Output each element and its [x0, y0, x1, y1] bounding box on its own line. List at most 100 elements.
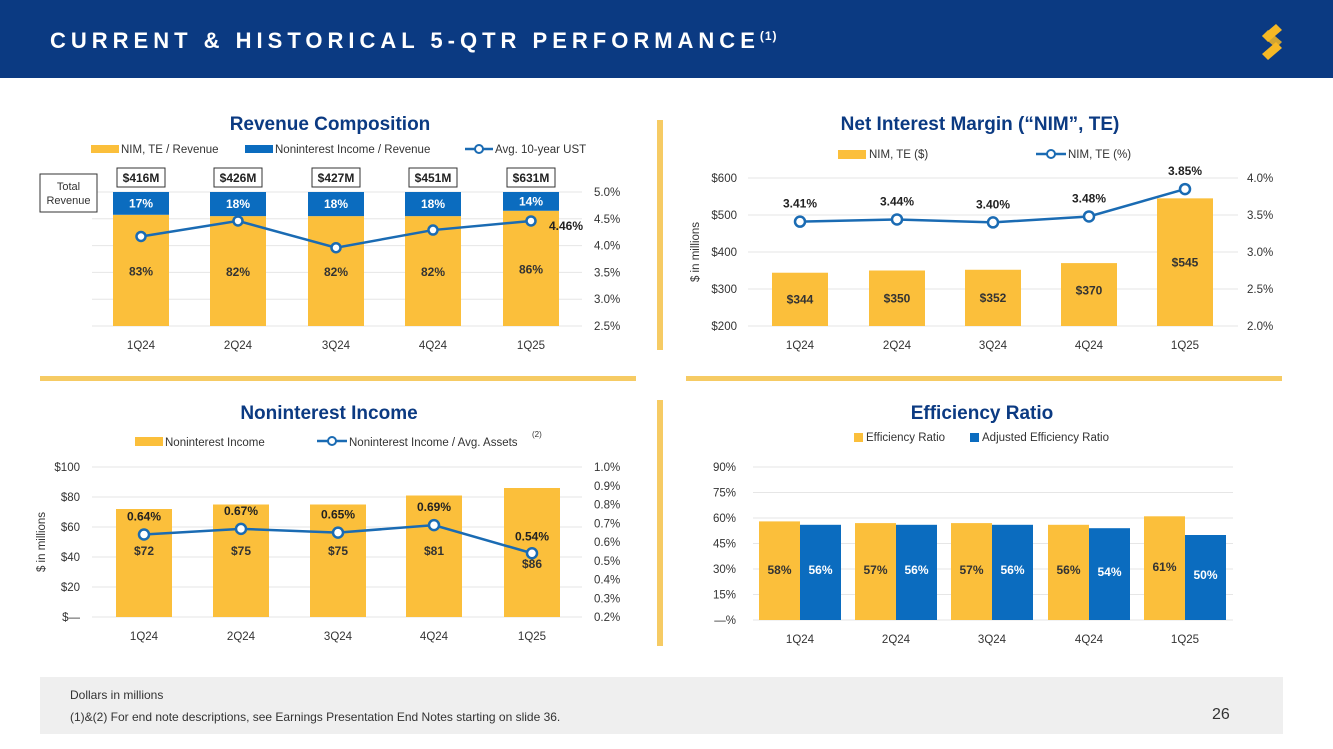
point-nim-pct — [986, 216, 1000, 229]
x-tick-label: 2Q24 — [227, 631, 256, 643]
y2-tick-label: 5.0% — [594, 187, 620, 199]
total-revenue-value: $451M — [415, 171, 452, 185]
total-revenue-label: Revenue — [46, 195, 90, 207]
y2-tick-label: 0.7% — [594, 518, 620, 530]
total-revenue-label: Total — [57, 181, 80, 193]
legend-swatch-0 — [838, 150, 866, 159]
y-tick-label: $400 — [711, 247, 737, 259]
y2-tick-label: 0.8% — [594, 500, 620, 512]
bar-adjusted-efficiency-ratio — [992, 524, 1033, 620]
data-label-nim-pct: 3.41% — [783, 197, 817, 211]
y-tick-label: $20 — [61, 582, 80, 594]
y-tick-label: —% — [714, 615, 736, 627]
y-tick-label: $600 — [711, 173, 737, 185]
x-tick-label: 1Q24 — [786, 634, 815, 646]
data-label-nim-pct: 3.85% — [1168, 164, 1202, 178]
bar-noninterest-share — [405, 192, 461, 217]
data-label-adjusted-efficiency-ratio: 56% — [1000, 563, 1024, 577]
x-tick-label: 3Q24 — [322, 340, 351, 352]
data-label-noninterest-share: 18% — [324, 197, 348, 211]
y-tick-label: $— — [62, 612, 80, 624]
data-label-noninterest-ratio: 0.54% — [515, 529, 549, 543]
bar-noninterest-income — [116, 509, 172, 617]
point-nim-pct — [1178, 182, 1192, 196]
data-label-noninterest-share: 18% — [226, 197, 250, 211]
x-tick-label: 1Q24 — [786, 340, 815, 352]
y2-tick-label: 2.5% — [1247, 284, 1273, 296]
legend-marker-2 — [474, 144, 484, 154]
y-tick-label: $80 — [61, 492, 80, 504]
total-revenue-badge — [408, 167, 458, 188]
total-revenue-badge — [116, 167, 166, 188]
total-revenue-badge — [311, 167, 361, 188]
bar-efficiency-ratio — [855, 523, 896, 620]
y-tick-label: $100 — [54, 462, 80, 474]
data-label-nim-dollars: $352 — [980, 291, 1007, 305]
data-label-noninterest-income: $86 — [522, 557, 542, 571]
y2-tick-label: 0.5% — [594, 556, 620, 568]
point-noninterest-ratio — [137, 528, 151, 541]
y-tick-label: 75% — [713, 488, 736, 500]
y-axis-label: $ in millions — [36, 512, 48, 572]
data-label-efficiency-ratio: 61% — [1152, 560, 1176, 574]
legend-label-0: Noninterest Income — [165, 437, 265, 449]
divider-horizontal-left — [40, 376, 636, 381]
data-label-adjusted-efficiency-ratio: 56% — [904, 563, 928, 577]
y2-tick-label: 0.2% — [594, 612, 620, 624]
y2-tick-label: 2.5% — [594, 321, 620, 333]
y2-tick-label: 0.6% — [594, 537, 620, 549]
y2-tick-label: 0.4% — [594, 575, 620, 587]
total-revenue-badge — [213, 167, 263, 188]
y-tick-label: $300 — [711, 284, 737, 296]
bar-nim-share — [308, 216, 364, 326]
bar-efficiency-ratio — [759, 521, 800, 620]
total-revenue-value: $427M — [318, 171, 355, 185]
efficiency-ratio-chart: Efficiency Ratio Efficiency Ratio Adjusted… — [713, 403, 1233, 646]
footer-notes: Dollars in millions (1)&(2) For end note… — [40, 677, 1283, 734]
page-title-text: CURRENT & HISTORICAL 5-QTR PERFORMANCE — [50, 28, 760, 53]
y-tick-label: $40 — [61, 552, 80, 564]
total-revenue-box — [39, 173, 98, 213]
legend-label-0: NIM, TE ($) — [869, 149, 928, 161]
page-title: CURRENT & HISTORICAL 5-QTR PERFORMANCE(1… — [50, 28, 778, 54]
x-tick-label: 3Q24 — [324, 631, 353, 643]
data-label-noninterest-income: $75 — [328, 544, 348, 558]
y-tick-label: 60% — [713, 513, 736, 525]
y2-tick-label: 4.5% — [594, 214, 620, 226]
bar-noninterest-share — [503, 192, 559, 211]
chart-title: Noninterest Income — [240, 403, 417, 424]
bar-nim-share — [210, 216, 266, 326]
data-label-nim-share: 83% — [129, 264, 153, 278]
point-noninterest-ratio — [427, 518, 441, 532]
point-ust — [135, 230, 147, 243]
x-tick-label: 2Q24 — [224, 340, 253, 352]
bar-adjusted-efficiency-ratio — [1089, 528, 1130, 620]
legend-swatch-1 — [245, 145, 273, 153]
data-label-nim-pct: 3.48% — [1072, 191, 1106, 205]
chart-title: Net Interest Margin (“NIM”, TE) — [841, 114, 1120, 135]
data-label-nim-share: 82% — [421, 265, 445, 279]
bar-nim-dollars — [869, 270, 925, 326]
chart-title: Efficiency Ratio — [911, 403, 1054, 424]
data-label-nim-pct: 3.40% — [976, 197, 1010, 211]
x-tick-label: 4Q24 — [1075, 340, 1104, 352]
footer-note-units: Dollars in millions — [70, 688, 164, 702]
point-ust — [330, 241, 342, 254]
legend-label-1: NIM, TE (%) — [1068, 149, 1131, 161]
data-label-adjusted-efficiency-ratio: 56% — [808, 563, 832, 577]
y-tick-label: $500 — [711, 210, 737, 222]
x-tick-label: 1Q25 — [517, 340, 545, 352]
x-tick-label: 4Q24 — [419, 340, 448, 352]
x-tick-label: 1Q25 — [1171, 634, 1199, 646]
divider-vertical-top — [657, 120, 663, 350]
x-tick-label: 1Q24 — [127, 340, 156, 352]
bar-noninterest-income — [406, 495, 462, 617]
y2-tick-label: 4.0% — [594, 241, 620, 253]
point-nim-pct — [890, 213, 904, 226]
bar-efficiency-ratio — [1144, 516, 1185, 620]
bar-nim-dollars — [1061, 263, 1117, 326]
legend-label-1: Noninterest Income / Avg. Assets — [349, 437, 518, 449]
legend-label-1: Noninterest Income / Revenue — [275, 144, 430, 156]
x-tick-label: 4Q24 — [1075, 634, 1104, 646]
